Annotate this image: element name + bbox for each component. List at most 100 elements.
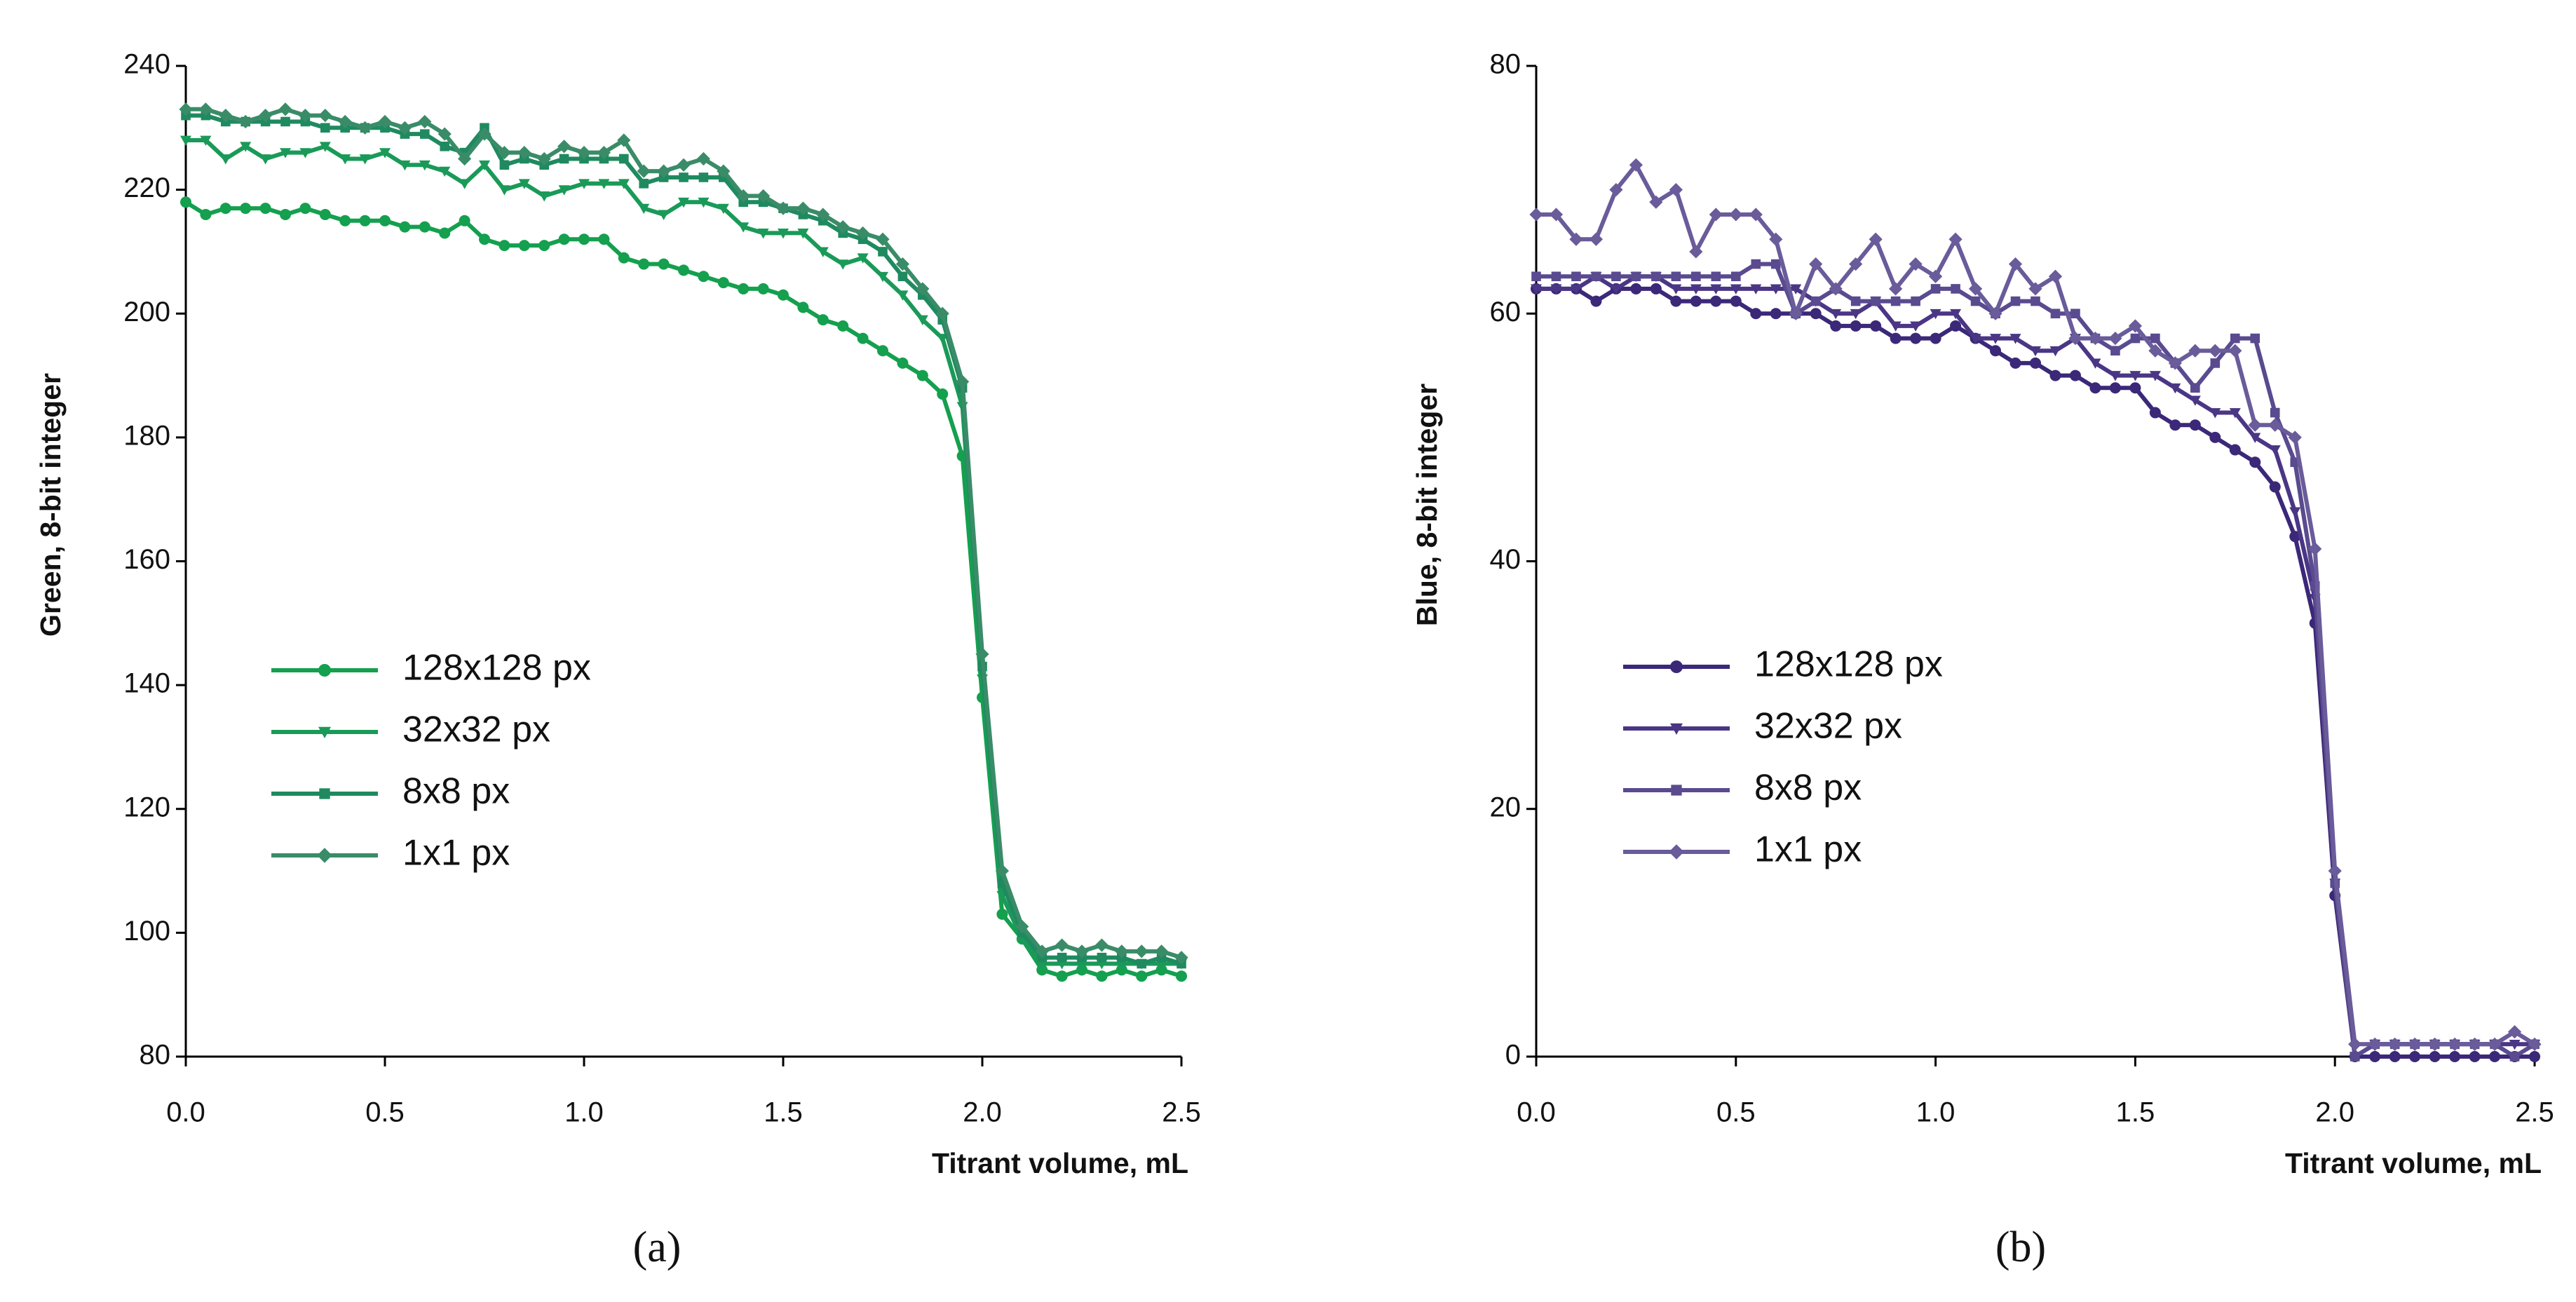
marker — [1729, 208, 1743, 222]
marker — [836, 220, 850, 234]
marker — [2268, 418, 2282, 432]
marker — [1096, 970, 1108, 982]
marker — [319, 788, 330, 799]
marker — [1911, 296, 1920, 306]
marker — [1829, 282, 1843, 296]
marker — [1136, 970, 1148, 982]
marker — [778, 229, 789, 239]
marker — [338, 114, 352, 129]
marker — [698, 172, 709, 182]
marker — [2308, 542, 2322, 556]
marker — [440, 142, 449, 151]
marker — [1691, 271, 1701, 282]
marker — [1810, 308, 1822, 320]
marker — [678, 264, 689, 276]
marker — [597, 146, 611, 160]
marker — [717, 277, 729, 289]
marker — [1589, 232, 1604, 246]
marker — [2050, 308, 2061, 319]
marker — [2009, 357, 2021, 369]
x-tick-label: 1.5 — [2116, 1097, 2155, 1128]
marker — [2488, 1037, 2502, 1051]
marker — [1871, 296, 1880, 306]
marker — [2528, 1037, 2542, 1051]
marker — [499, 160, 510, 170]
marker — [1850, 308, 1862, 320]
marker — [1930, 308, 1941, 320]
marker — [1690, 284, 1702, 294]
marker — [298, 109, 312, 123]
marker — [2248, 418, 2262, 432]
marker — [2328, 864, 2342, 878]
marker — [1790, 284, 1802, 294]
marker — [2189, 395, 2201, 406]
marker — [339, 215, 351, 226]
y-tick-label: 140 — [123, 668, 170, 699]
marker — [1770, 308, 1782, 320]
x-tick-label: 2.5 — [1162, 1097, 1201, 1128]
marker — [2269, 445, 2281, 456]
y-axis-title: Blue, 8-bit integer — [1411, 384, 1443, 626]
marker — [459, 215, 470, 226]
marker — [1710, 284, 1722, 294]
marker — [219, 203, 231, 215]
marker — [2529, 1051, 2540, 1062]
y-tick-label: 80 — [140, 1040, 171, 1071]
marker — [638, 203, 650, 215]
plot: 80 100 120 140 160 180 200 220 240 0.0 0.5 1.0 1.5 2.… — [34, 49, 1201, 1272]
marker — [1630, 283, 1642, 294]
marker — [897, 271, 908, 282]
marker — [1134, 944, 1148, 958]
marker — [517, 146, 531, 160]
marker — [477, 127, 492, 141]
marker — [619, 154, 629, 164]
marker — [278, 102, 292, 116]
marker — [797, 229, 809, 239]
marker — [1035, 944, 1049, 958]
marker — [1549, 208, 1564, 222]
marker — [1137, 958, 1146, 969]
marker — [1731, 271, 1741, 282]
marker — [2210, 358, 2221, 368]
marker — [857, 253, 869, 264]
marker — [359, 154, 371, 165]
y-tick-label: 240 — [123, 49, 170, 80]
marker — [200, 135, 212, 146]
marker — [736, 189, 750, 203]
marker — [379, 148, 391, 158]
marker — [1830, 320, 1842, 332]
marker — [897, 290, 909, 301]
marker — [1770, 259, 1781, 269]
marker — [1155, 944, 1169, 958]
marker — [1174, 951, 1188, 965]
marker — [975, 647, 989, 661]
marker — [1929, 269, 1943, 283]
marker — [399, 221, 411, 233]
marker — [2230, 333, 2240, 344]
marker — [2150, 333, 2160, 344]
marker — [1850, 296, 1861, 306]
legend-label: 1x1 px — [402, 833, 510, 874]
marker — [895, 257, 909, 271]
marker — [677, 158, 691, 172]
marker — [2489, 1051, 2501, 1062]
legend-label: 8x8 px — [1754, 768, 1862, 808]
marker — [2228, 344, 2242, 358]
marker — [578, 179, 590, 189]
plot: 0 20 40 60 80 0.0 0.5 1.0 1.5 2.0 2.5 Titrant volum… — [1411, 49, 2554, 1272]
series-line — [184, 200, 1182, 979]
marker — [1075, 944, 1089, 958]
marker — [657, 164, 671, 178]
marker — [2129, 382, 2141, 394]
marker — [1988, 306, 2002, 320]
marker — [1115, 944, 1129, 958]
marker — [299, 203, 311, 215]
marker — [479, 233, 490, 245]
marker — [1036, 964, 1048, 976]
marker — [419, 221, 431, 233]
marker — [318, 726, 331, 738]
marker — [1076, 964, 1087, 976]
marker — [916, 369, 928, 381]
marker — [796, 201, 810, 215]
